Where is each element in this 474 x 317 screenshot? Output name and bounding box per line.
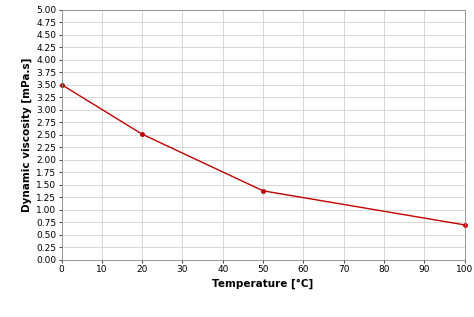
X-axis label: Temperature [°C]: Temperature [°C]	[212, 279, 314, 289]
dynamic viscosity [mPa.s]	[59, 83, 64, 87]
Legend: dynamic viscosity [mPa.s]: dynamic viscosity [mPa.s]	[191, 314, 335, 317]
Y-axis label: Dynamic viscosity [mPa.s]: Dynamic viscosity [mPa.s]	[21, 58, 32, 212]
Line: dynamic viscosity [mPa.s]: dynamic viscosity [mPa.s]	[60, 82, 466, 227]
dynamic viscosity [mPa.s]	[260, 189, 266, 193]
dynamic viscosity [mPa.s]	[462, 223, 467, 227]
dynamic viscosity [mPa.s]	[139, 132, 145, 136]
